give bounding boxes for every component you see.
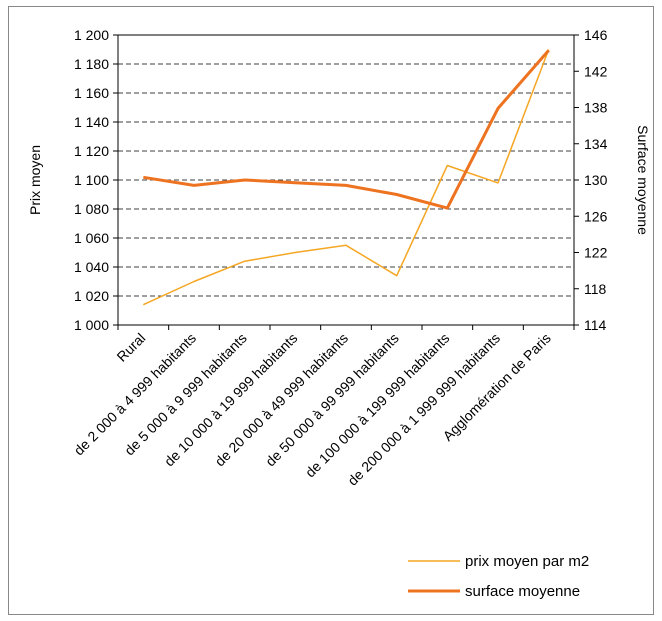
left-axis-title: Prix moyen <box>27 145 43 215</box>
left-tick-label: 1 200 <box>74 27 109 43</box>
left-tick-label: 1 060 <box>74 230 109 246</box>
legend-label-0: prix moyen par m2 <box>465 553 589 570</box>
series-line-1 <box>143 49 550 210</box>
legend: prix moyen par m2 surface moyenne <box>408 553 589 600</box>
right-axis-ticks: 114 118 122 126 130 134 138 142 146 <box>574 27 608 333</box>
left-tick-label: 1 160 <box>74 85 109 101</box>
legend-label-1: surface moyenne <box>465 583 580 600</box>
right-tick-label: 118 <box>584 281 607 297</box>
chart-frame <box>8 6 654 615</box>
left-tick-label: 1 080 <box>74 201 109 217</box>
right-tick-label: 126 <box>584 208 608 224</box>
left-tick-label: 1 120 <box>74 143 109 159</box>
left-tick-label: 1 040 <box>74 259 109 275</box>
left-tick-label: 1 000 <box>74 317 109 333</box>
series-line-0 <box>142 49 550 306</box>
gridlines <box>118 34 574 297</box>
series-lines <box>142 49 550 306</box>
left-tick-label: 1 020 <box>74 288 109 304</box>
right-axis-title: Surface moyenne <box>635 125 651 235</box>
right-tick-label: 134 <box>584 136 608 152</box>
left-tick-label: 1 100 <box>74 172 109 188</box>
left-tick-label: 1 140 <box>74 114 109 130</box>
left-axis-ticks: 1 000 1 020 1 040 1 060 1 080 1 100 1 120 1 140… <box>74 27 118 333</box>
right-tick-label: 130 <box>584 172 608 188</box>
right-tick-label: 142 <box>584 63 608 79</box>
x-tick-label: Rural <box>113 330 148 365</box>
right-tick-label: 146 <box>584 27 608 43</box>
left-tick-label: 1 180 <box>74 56 109 72</box>
right-tick-label: 114 <box>584 317 607 333</box>
right-tick-label: 138 <box>584 100 608 116</box>
right-tick-label: 122 <box>584 245 608 261</box>
